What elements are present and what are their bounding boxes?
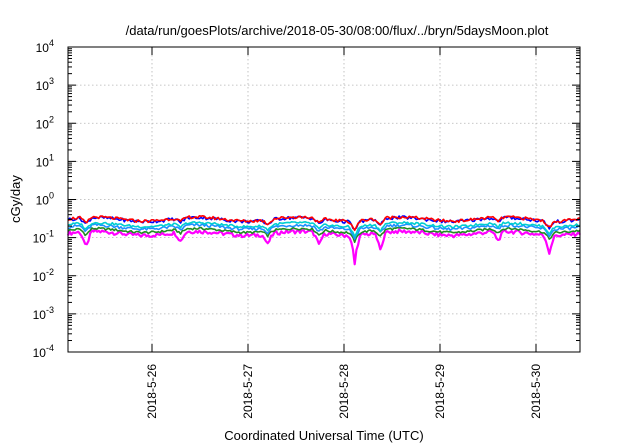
x-tick-label: 2018-5-30	[529, 364, 543, 419]
x-tick-label: 2018-5-28	[337, 364, 351, 419]
x-tick-labels: 2018-5-26 2018-5-27 2018-5-28 2018-5-29 2018…	[145, 364, 543, 419]
ticks-layer	[68, 46, 580, 353]
y-tick-label: 10-4	[33, 343, 54, 360]
y-tick-exponent: -2	[46, 267, 54, 277]
y-tick-label: 100	[36, 191, 54, 208]
y-tick-exponent: -3	[46, 305, 54, 315]
y-tick-exponent: -1	[46, 229, 54, 239]
x-tick-label: 2018-5-26	[145, 364, 159, 419]
series-line	[67, 223, 581, 240]
y-tick-exponent: 1	[49, 152, 54, 162]
y-tick-label: 103	[36, 76, 54, 93]
x-axis-label: Coordinated Universal Time (UTC)	[224, 428, 423, 443]
y-tick-label: 10-2	[33, 267, 54, 284]
y-tick-exponent: -4	[46, 343, 54, 353]
y-axis-label: cGy/day	[8, 175, 23, 223]
y-tick-label: 10-3	[33, 305, 54, 322]
y-tick-label: 10-1	[33, 229, 54, 246]
y-tick-label: 104	[36, 38, 54, 55]
grid-layer	[68, 47, 580, 352]
y-tick-exponent: 0	[49, 191, 54, 201]
y-tick-label: 102	[36, 114, 54, 131]
y-tick-exponent: 2	[49, 114, 54, 124]
series-line	[67, 215, 581, 232]
x-tick-label: 2018-5-29	[433, 364, 447, 419]
chart-title: /data/run/goesPlots/archive/2018-05-30/0…	[126, 23, 549, 38]
series-layer	[66, 215, 581, 266]
y-tick-exponent: 3	[49, 76, 54, 86]
series-line	[67, 221, 581, 238]
series-line	[66, 228, 581, 266]
x-tick-label: 2018-5-27	[241, 364, 255, 419]
y-tick-exponent: 4	[49, 38, 54, 48]
series-line	[67, 226, 581, 244]
y-tick-label: 101	[36, 152, 54, 169]
